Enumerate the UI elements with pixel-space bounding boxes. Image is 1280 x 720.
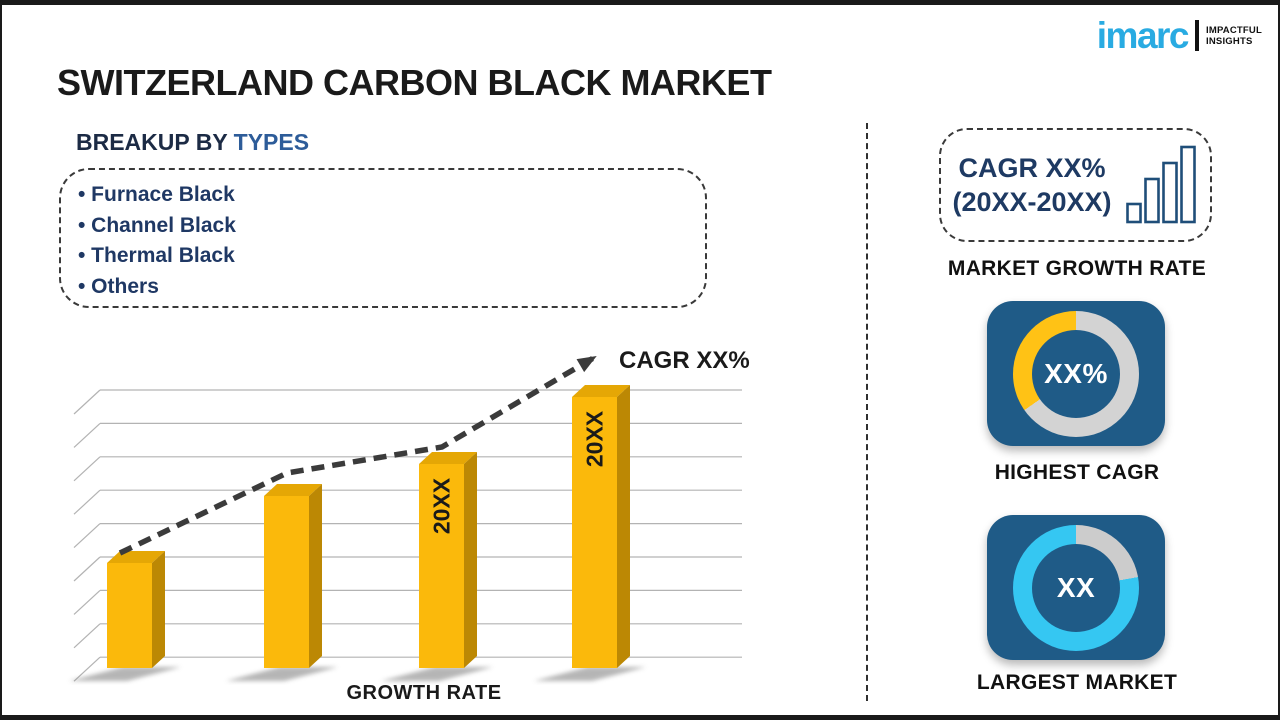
- largest-market-label: LARGEST MARKET: [976, 671, 1178, 694]
- type-list-item: • Channel Black: [78, 213, 236, 237]
- gridlines: [73, 389, 742, 682]
- logo-tagline-line2: INSIGHTS: [1206, 35, 1253, 47]
- breakup-heading: BREAKUP BY TYPES: [76, 129, 309, 156]
- bar-side-face: [309, 484, 322, 668]
- bar: [572, 397, 617, 668]
- bar-shadow: [226, 667, 338, 681]
- arrowhead-icon: [576, 355, 597, 373]
- trend-label: CAGR XX%: [619, 347, 750, 374]
- bar: [264, 496, 309, 668]
- bar-side-face: [617, 385, 630, 668]
- types-box: • Furnace Black • Channel Black • Thermal …: [59, 168, 707, 308]
- market-growth-rate-label: MARKET GROWTH RATE: [947, 257, 1207, 280]
- growth-chart: 20XX 20XX CAGR XX%: [69, 347, 750, 682]
- logo-tagline: IMPACTFUL INSIGHTS: [1206, 25, 1262, 47]
- cagr-line1: CAGR XX%: [958, 153, 1106, 183]
- bar-shadow: [381, 667, 493, 681]
- logo-divider: [1195, 20, 1200, 52]
- bar-shadow: [69, 667, 181, 681]
- bar-top-face: [419, 452, 477, 464]
- largest-market-card: XX: [987, 515, 1165, 660]
- bar: [107, 563, 152, 668]
- largest-market-value: XX: [1056, 571, 1096, 603]
- breakup-heading-highlight: TYPES: [233, 129, 310, 155]
- bars: 20XX 20XX: [69, 385, 646, 681]
- cagr-text: CAGR XX% (20XX-20XX): [952, 151, 1111, 219]
- bar-side-face: [152, 551, 165, 668]
- page-title: SWITZERLAND CARBON BLACK MARKET: [57, 62, 772, 103]
- highest-cagr-card: XX%: [987, 301, 1165, 446]
- logo-tagline-line1: IMPACTFUL: [1206, 24, 1262, 36]
- logo-wordmark: imarc: [1096, 15, 1190, 56]
- highest-cagr-value: XX%: [1044, 357, 1108, 389]
- bar-side-face: [464, 452, 477, 668]
- breakup-heading-prefix: BREAKUP BY: [76, 129, 234, 155]
- cagr-box: CAGR XX% (20XX-20XX): [939, 128, 1212, 242]
- bar-label: 20XX: [429, 477, 455, 534]
- bar-top-face: [264, 484, 322, 496]
- bar: [419, 464, 464, 668]
- bar-top-face: [572, 385, 630, 397]
- highest-cagr-donut: XX%: [1013, 310, 1139, 437]
- imarc-logo: imarc IMPACTFUL INSIGHTS: [1096, 15, 1262, 56]
- growth-chart-wrap: 20XX 20XX CAGR XX%: [62, 340, 752, 685]
- trend-line: CAGR XX%: [118, 347, 750, 556]
- highest-cagr-label: HIGHEST CAGR: [994, 461, 1160, 484]
- section-divider: [866, 123, 868, 701]
- cagr-line2: (20XX-20XX): [952, 187, 1112, 217]
- chart-x-axis-label: GROWTH RATE: [346, 682, 502, 704]
- bar-shadow: [534, 667, 646, 681]
- type-list-item: • Thermal Black: [78, 244, 235, 267]
- bar-chart-icon: [1125, 145, 1196, 224]
- type-list-item: • Others: [78, 274, 159, 298]
- type-list-item: • Furnace Black: [78, 183, 235, 206]
- bar-label: 20XX: [582, 410, 608, 467]
- largest-market-donut: XX: [1013, 524, 1139, 651]
